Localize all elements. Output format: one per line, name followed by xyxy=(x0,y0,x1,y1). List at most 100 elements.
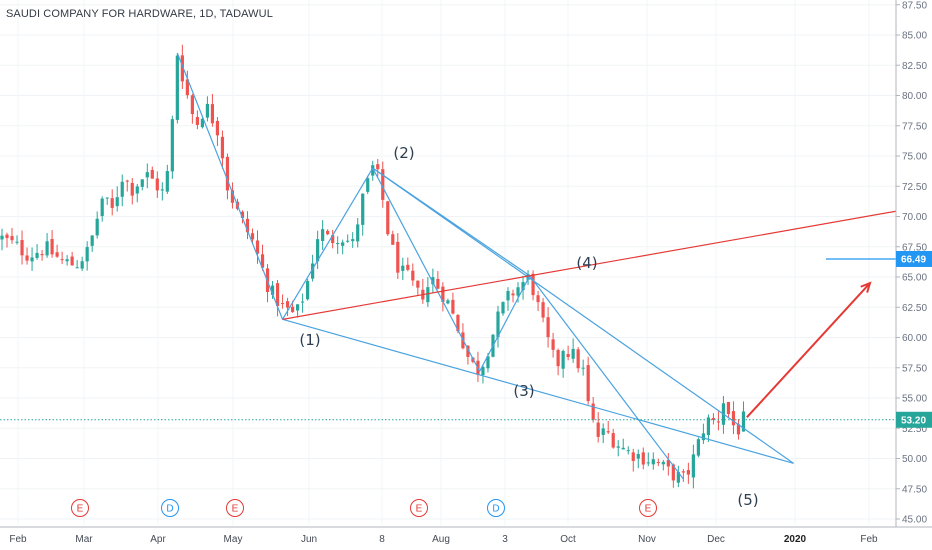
wedge-upper-line xyxy=(372,167,794,464)
candle-body xyxy=(406,264,410,270)
candle-body xyxy=(225,156,230,191)
candle-body xyxy=(541,302,545,318)
candle-body xyxy=(70,256,74,266)
candle-body xyxy=(621,447,625,450)
wave-label: (3) xyxy=(513,382,534,400)
candle-body xyxy=(130,182,134,196)
candle-body xyxy=(456,315,460,332)
event-marker[interactable]: E xyxy=(410,499,428,517)
candle-body xyxy=(331,235,335,244)
candle-body xyxy=(641,452,645,465)
candle-body xyxy=(436,278,440,289)
candle-body xyxy=(5,234,9,238)
candle-body xyxy=(260,254,265,268)
candle-body xyxy=(551,339,555,350)
candle-body xyxy=(160,189,164,191)
candle-body xyxy=(45,241,49,256)
event-marker[interactable]: E xyxy=(71,499,89,517)
candle-body xyxy=(416,280,420,288)
candle-body xyxy=(270,285,275,295)
price-axis[interactable]: 45.00 47.50 50.00 52.50 55.00 57.50 60.00 62.50… xyxy=(895,0,932,527)
y-tick-label: 85.00 xyxy=(902,31,927,42)
y-tick-label: 45.00 xyxy=(902,515,927,526)
candle-body xyxy=(691,454,695,478)
event-circle xyxy=(71,499,89,517)
candle-body xyxy=(566,353,570,358)
candle-body xyxy=(90,235,94,246)
y-tick-label: 62.50 xyxy=(902,303,927,314)
candle-body xyxy=(316,239,320,262)
wave-line xyxy=(529,275,684,480)
wave-line xyxy=(372,167,481,372)
x-tick-label: May xyxy=(224,534,243,545)
x-tick-label: Jun xyxy=(301,534,317,545)
candle-body xyxy=(716,421,721,423)
candle-body xyxy=(546,317,550,338)
event-circle xyxy=(410,499,428,517)
candle-body xyxy=(501,302,505,314)
candle-body xyxy=(295,304,300,311)
candle-body xyxy=(426,287,430,303)
candle-body xyxy=(381,169,385,200)
candle-body xyxy=(731,411,736,426)
candle-body xyxy=(366,178,370,192)
candle-body xyxy=(285,301,290,308)
candle-body xyxy=(646,462,650,464)
arrow-head xyxy=(860,281,872,293)
current-price-tag-bg xyxy=(896,411,932,428)
candle-body xyxy=(536,295,540,303)
candle-body xyxy=(290,306,295,312)
candle-body xyxy=(636,454,640,459)
candle-body xyxy=(496,311,500,338)
x-tick-label: 8 xyxy=(379,534,385,545)
candle-body xyxy=(611,433,615,448)
y-tick-label: 52.50 xyxy=(902,424,927,435)
candle-body xyxy=(65,259,69,262)
wave-channel-line xyxy=(372,167,531,277)
candle-body xyxy=(591,403,595,420)
y-tick-label: 60.00 xyxy=(902,333,927,344)
y-tick-label: 57.50 xyxy=(902,363,927,374)
event-marker[interactable]: E xyxy=(226,499,244,517)
candle-body xyxy=(356,224,360,242)
candle-body xyxy=(230,190,235,203)
wave-label: (5) xyxy=(737,491,758,509)
candle-body xyxy=(311,263,315,279)
candle-body xyxy=(701,433,705,441)
candle-body xyxy=(25,255,29,261)
event-type-label: E xyxy=(416,504,423,515)
x-tick-label: Apr xyxy=(150,534,166,545)
wave-label: (4) xyxy=(576,254,597,272)
candle-body xyxy=(60,259,64,261)
time-axis[interactable]: Feb Mar Apr May Jun 8 Aug 3 Oct Nov Dec 2020 Feb xyxy=(0,526,932,545)
y-tick-label: 82.50 xyxy=(902,61,927,72)
trend-line xyxy=(282,210,897,320)
candle-body xyxy=(661,461,665,465)
candle-body xyxy=(396,241,400,273)
wedge-lower-line xyxy=(282,318,794,464)
candle-body xyxy=(341,242,345,246)
y-tick-label: 65.00 xyxy=(902,273,927,284)
event-circle xyxy=(487,499,505,517)
event-type-label: E xyxy=(77,504,84,515)
candle-body xyxy=(115,197,119,207)
candle-body xyxy=(35,252,39,258)
x-tick-label: Feb xyxy=(9,534,27,545)
candle-body xyxy=(531,273,535,296)
event-type-label: D xyxy=(492,504,499,515)
candle-body xyxy=(10,235,14,241)
x-tick-label: Nov xyxy=(638,534,656,545)
candle-body xyxy=(676,471,680,483)
candle-body xyxy=(55,252,59,257)
candle-body xyxy=(15,241,19,243)
candle-body xyxy=(516,287,520,296)
event-marker[interactable]: D xyxy=(161,499,179,517)
candle-body xyxy=(245,218,250,233)
event-marker[interactable]: D xyxy=(487,499,505,517)
wave-label: (1) xyxy=(299,331,320,349)
y-tick-label: 67.50 xyxy=(902,242,927,253)
event-marker[interactable]: E xyxy=(639,499,657,517)
candle-body xyxy=(651,459,655,465)
